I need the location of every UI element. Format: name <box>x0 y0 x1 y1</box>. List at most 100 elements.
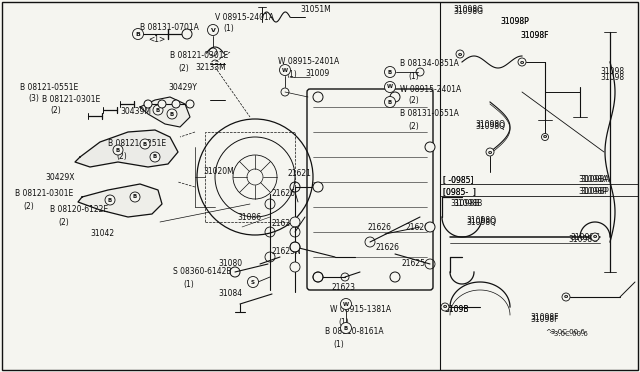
Circle shape <box>182 29 192 39</box>
Text: (2): (2) <box>178 64 189 73</box>
Text: 21621: 21621 <box>288 170 312 179</box>
Text: 32133M: 32133M <box>195 64 226 73</box>
Text: B 08121-0301E: B 08121-0301E <box>170 51 228 61</box>
Text: (1): (1) <box>333 340 344 349</box>
Text: <1>: <1> <box>148 35 165 45</box>
Bar <box>205 132 295 222</box>
Circle shape <box>340 298 351 310</box>
Text: 21626: 21626 <box>375 243 399 251</box>
Text: 31098B: 31098B <box>453 199 483 208</box>
Text: 31080: 31080 <box>218 260 242 269</box>
Text: B 08121-0551E: B 08121-0551E <box>20 83 78 92</box>
Text: 21626: 21626 <box>368 222 392 231</box>
Text: B 08121-0251E: B 08121-0251E <box>108 140 166 148</box>
Text: 31020M: 31020M <box>203 167 234 176</box>
Text: B: B <box>156 108 160 112</box>
Text: (3): (3) <box>28 94 39 103</box>
Circle shape <box>441 303 449 311</box>
Text: (1): (1) <box>223 25 234 33</box>
Text: 21626: 21626 <box>272 219 296 228</box>
Text: [ -0985]: [ -0985] <box>443 176 474 185</box>
Text: B 08110-8161A: B 08110-8161A <box>325 327 383 337</box>
Text: V: V <box>211 28 216 32</box>
Text: 31098P: 31098P <box>500 17 529 26</box>
Text: 31098Q: 31098Q <box>475 122 505 131</box>
Text: [0985-  ]: [0985- ] <box>443 187 476 196</box>
Circle shape <box>113 145 123 155</box>
Text: 31098G: 31098G <box>453 7 483 16</box>
Text: [ -0985]: [ -0985] <box>443 176 474 185</box>
Text: 30439M: 30439M <box>120 106 151 115</box>
Circle shape <box>140 139 150 149</box>
Text: 31098F: 31098F <box>530 315 559 324</box>
Text: (2): (2) <box>58 218 68 227</box>
Text: (1): (1) <box>183 279 194 289</box>
Text: B: B <box>388 99 392 105</box>
Text: 21625N: 21625N <box>272 247 301 257</box>
Circle shape <box>486 148 494 156</box>
Circle shape <box>132 29 143 39</box>
Text: (2): (2) <box>116 151 127 160</box>
Circle shape <box>186 100 194 108</box>
Polygon shape <box>140 97 190 127</box>
Text: o: o <box>443 305 447 310</box>
Text: 31098A: 31098A <box>580 176 609 185</box>
Circle shape <box>390 92 400 102</box>
Circle shape <box>456 50 464 58</box>
Text: o: o <box>488 150 492 154</box>
Text: B: B <box>170 112 174 116</box>
Polygon shape <box>78 184 162 217</box>
Text: B 08121-0301E: B 08121-0301E <box>15 189 73 199</box>
Text: B: B <box>133 195 137 199</box>
Circle shape <box>313 182 323 192</box>
Text: W: W <box>282 67 288 73</box>
Text: W 08915-1381A: W 08915-1381A <box>330 305 391 314</box>
Text: (2): (2) <box>408 96 419 106</box>
Circle shape <box>290 217 300 227</box>
Text: B 08131-0551A: B 08131-0551A <box>400 109 459 119</box>
Text: o: o <box>543 135 547 140</box>
Text: o: o <box>593 234 597 240</box>
Text: 30429Y: 30429Y <box>168 83 197 92</box>
Text: 31098A: 31098A <box>578 176 607 185</box>
Text: 31098Q: 31098Q <box>475 119 505 128</box>
Text: B 08131-0701A: B 08131-0701A <box>140 22 199 32</box>
Text: [0985-  ]: [0985- ] <box>443 187 476 196</box>
Text: 3109B: 3109B <box>444 305 468 314</box>
Circle shape <box>313 272 323 282</box>
Circle shape <box>313 92 323 102</box>
Circle shape <box>290 262 300 272</box>
Circle shape <box>518 58 526 66</box>
Circle shape <box>562 293 570 301</box>
Circle shape <box>167 109 177 119</box>
Text: 21625: 21625 <box>402 260 426 269</box>
Circle shape <box>591 233 599 241</box>
Text: B: B <box>136 32 140 36</box>
Text: 21626: 21626 <box>272 189 296 199</box>
Text: 31042: 31042 <box>90 230 114 238</box>
Text: 31098G: 31098G <box>570 232 600 241</box>
Text: B: B <box>116 148 120 153</box>
Text: o: o <box>564 295 568 299</box>
Text: 31098Q: 31098Q <box>466 218 496 227</box>
Circle shape <box>385 67 396 77</box>
Text: o: o <box>520 60 524 64</box>
Text: B: B <box>108 198 112 202</box>
Text: 31009: 31009 <box>305 70 329 78</box>
Circle shape <box>385 96 396 108</box>
Text: W 08915-2401A: W 08915-2401A <box>400 84 461 93</box>
Text: (2): (2) <box>408 122 419 131</box>
Text: B 08120-6122E: B 08120-6122E <box>50 205 108 215</box>
Text: 31098F: 31098F <box>520 31 548 39</box>
Text: o: o <box>458 51 462 57</box>
Text: B: B <box>143 141 147 147</box>
Text: 31086: 31086 <box>237 212 261 221</box>
Text: W: W <box>387 84 393 90</box>
Circle shape <box>290 242 300 252</box>
Text: 31051M: 31051M <box>300 6 331 15</box>
Circle shape <box>425 142 435 152</box>
Text: 30429X: 30429X <box>45 173 74 182</box>
Circle shape <box>340 323 351 334</box>
Text: S: S <box>251 279 255 285</box>
Text: 3109B: 3109B <box>444 305 468 314</box>
